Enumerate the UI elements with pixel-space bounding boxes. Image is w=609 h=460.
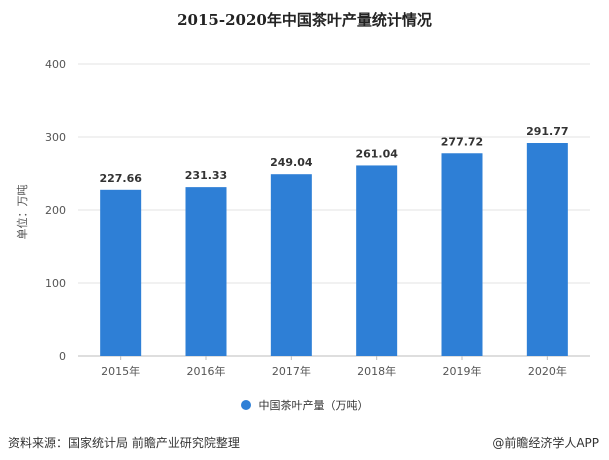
x-tick-label: 2019年	[443, 364, 482, 378]
bar	[185, 187, 227, 356]
source-note: 资料来源：国家统计局 前瞻产业研究院整理	[8, 436, 240, 450]
bar-value-label: 227.66	[99, 172, 142, 185]
bar-value-label: 291.77	[526, 125, 568, 138]
bar	[100, 189, 142, 356]
legend-marker	[240, 400, 251, 410]
brand-credit: @前瞻经济学人APP	[492, 436, 599, 450]
bar	[526, 143, 568, 356]
x-tick-label: 2015年	[101, 364, 140, 378]
y-tick-label: 0	[59, 350, 66, 363]
y-tick-label: 100	[45, 277, 66, 290]
bar-value-label: 231.33	[185, 169, 227, 182]
bar	[441, 153, 483, 356]
footer: 资料来源：国家统计局 前瞻产业研究院整理 @前瞻经济学人APP	[0, 430, 609, 460]
x-tick-label: 2016年	[187, 364, 226, 378]
y-tick-label: 200	[45, 204, 66, 217]
x-tick-label: 2017年	[272, 364, 311, 378]
bar-value-label: 261.04	[355, 147, 398, 160]
bar	[270, 174, 312, 356]
x-tick-label: 2020年	[528, 364, 567, 378]
legend: 中国茶叶产量（万吨）	[0, 397, 609, 413]
chart-title: 2015-2020年中国茶叶产量统计情况	[177, 11, 432, 29]
x-tick-label: 2018年	[357, 364, 396, 378]
y-tick-label: 300	[45, 131, 66, 144]
y-tick-label: 400	[45, 58, 66, 71]
legend-label: 中国茶叶产量（万吨）	[258, 399, 369, 412]
bar-value-label: 277.72	[441, 135, 483, 148]
bar-value-label: 249.04	[270, 156, 313, 169]
bar	[356, 165, 398, 356]
